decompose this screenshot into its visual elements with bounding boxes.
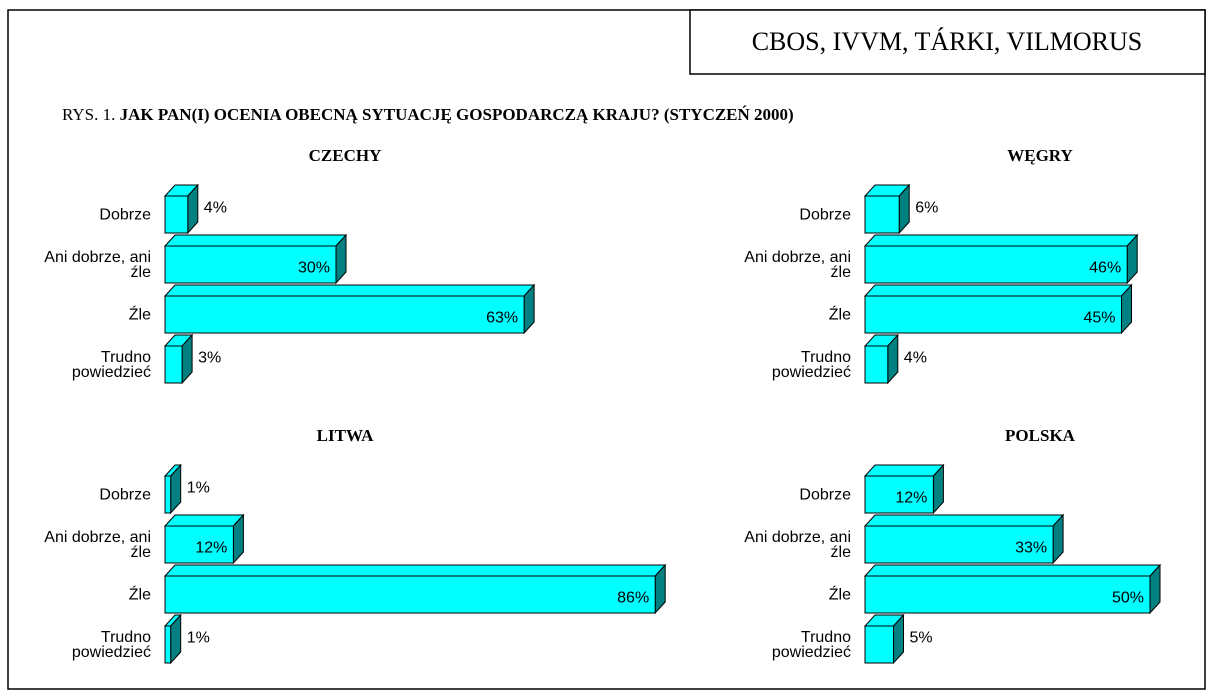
category-label: Trudno powiedzieć xyxy=(71,628,151,661)
value-label: 1% xyxy=(187,480,210,497)
category-label: Dobrze xyxy=(99,486,151,503)
bar-top xyxy=(863,464,945,477)
source-box xyxy=(689,9,1206,75)
bar xyxy=(864,295,1122,334)
value-label: 4% xyxy=(204,200,227,217)
bar xyxy=(164,345,183,384)
bar xyxy=(864,345,889,384)
value-label: 50% xyxy=(1112,590,1144,607)
category-label: Dobrze xyxy=(99,206,151,223)
bar-top xyxy=(163,284,536,297)
category-label: Źle xyxy=(128,586,151,603)
bar-top xyxy=(163,514,245,527)
category-label: Źle xyxy=(128,306,151,323)
category-label: Ani dobrze, ani źle xyxy=(44,528,151,561)
bar xyxy=(164,245,337,284)
bar xyxy=(164,525,234,564)
bar-top xyxy=(863,514,1065,527)
value-label: 46% xyxy=(1089,260,1121,277)
value-label: 1% xyxy=(187,630,210,647)
bar xyxy=(164,625,172,664)
bar-top xyxy=(163,564,667,577)
value-label: 86% xyxy=(617,590,649,607)
value-label: 6% xyxy=(915,200,938,217)
chart-title: LITWA xyxy=(317,426,374,445)
value-label: 4% xyxy=(904,350,927,367)
chart-title: CZECHY xyxy=(309,146,382,165)
frame xyxy=(7,9,1206,690)
category-label: Trudno powiedzieć xyxy=(771,348,851,381)
category-label: Dobrze xyxy=(799,206,851,223)
bar xyxy=(864,625,894,664)
value-label: 63% xyxy=(486,310,518,327)
bar xyxy=(864,475,934,514)
bar-top xyxy=(863,284,1133,297)
figure-title: RYS. 1. JAK PAN(I) OCENIA OBECNĄ SYTUACJ… xyxy=(62,105,794,124)
category-label: Źle xyxy=(828,586,851,603)
chart-title: POLSKA xyxy=(1005,426,1076,445)
value-label: 12% xyxy=(895,490,927,507)
bar xyxy=(164,195,189,234)
category-label: Źle xyxy=(828,306,851,323)
bar xyxy=(864,245,1128,284)
category-label: Ani dobrze, ani źle xyxy=(744,528,851,561)
bar-top xyxy=(863,564,1162,577)
bar xyxy=(864,525,1054,564)
bar xyxy=(164,475,172,514)
value-label: 33% xyxy=(1015,540,1047,557)
bar-top xyxy=(863,234,1139,247)
chart-title: WĘGRY xyxy=(1007,146,1073,165)
figure-label: RYS. 1. xyxy=(62,105,115,124)
bar xyxy=(864,195,900,234)
category-label: Ani dobrze, ani źle xyxy=(744,248,851,281)
bar xyxy=(864,575,1151,614)
category-label: Trudno powiedzieć xyxy=(71,348,151,381)
category-label: Ani dobrze, ani źle xyxy=(44,248,151,281)
category-label: Dobrze xyxy=(799,486,851,503)
bar xyxy=(164,295,525,334)
value-label: 12% xyxy=(195,540,227,557)
value-label: 5% xyxy=(910,630,933,647)
value-label: 3% xyxy=(198,350,221,367)
bar-top xyxy=(163,234,348,247)
category-label: Trudno powiedzieć xyxy=(771,628,851,661)
value-label: 30% xyxy=(298,260,330,277)
bar xyxy=(164,575,656,614)
value-label: 45% xyxy=(1083,310,1115,327)
source: CBOS, IVVM, TÁRKI, VILMORUS xyxy=(752,27,1143,56)
title: JAK PAN(I) OCENIA OBECNĄ SYTUACJĘ GOSPOD… xyxy=(120,105,794,124)
